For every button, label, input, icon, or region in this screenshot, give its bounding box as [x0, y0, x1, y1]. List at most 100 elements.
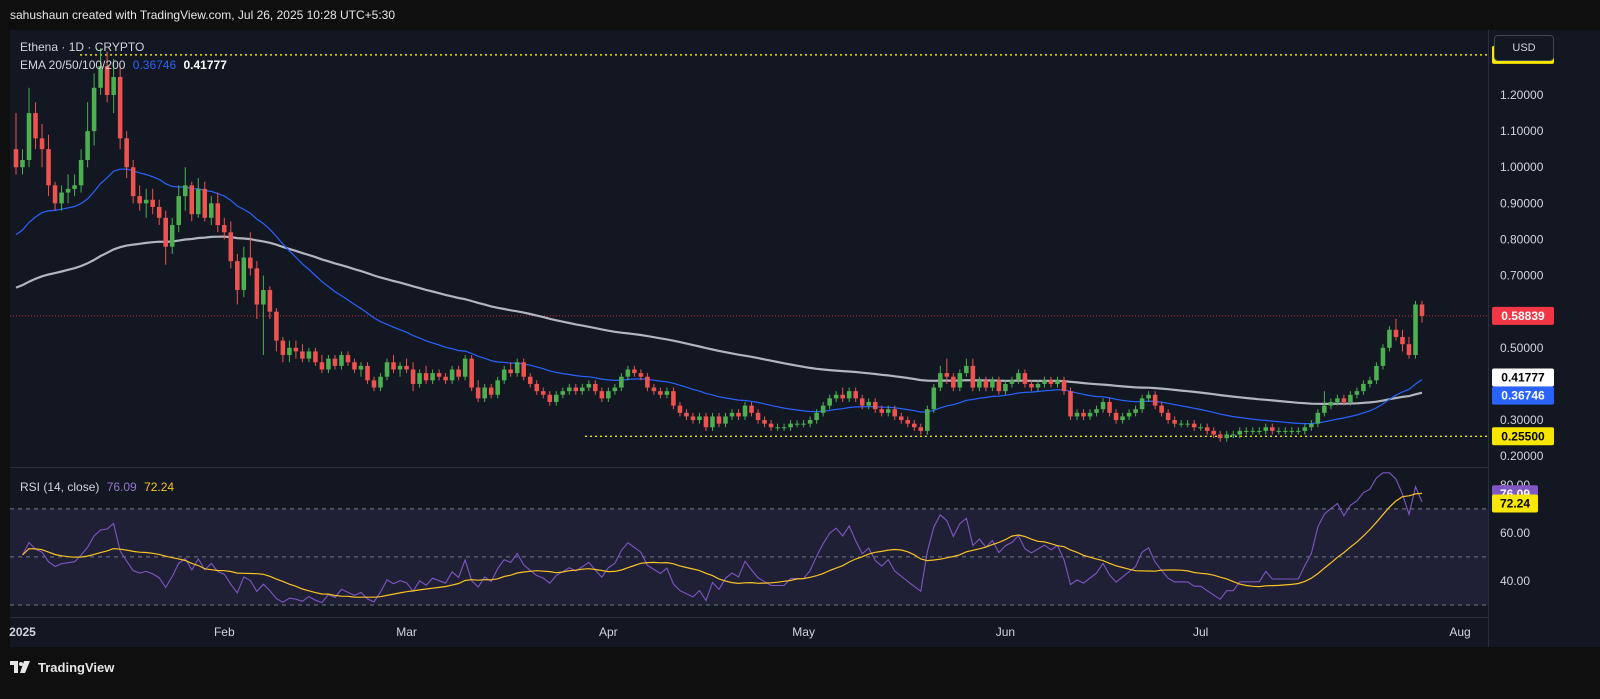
candle-body[interactable]	[703, 416, 709, 428]
candle-body[interactable]	[222, 225, 227, 233]
candle-body[interactable]	[65, 188, 71, 193]
candle-body[interactable]	[72, 185, 77, 189]
candle-body[interactable]	[1094, 409, 1099, 413]
candle-body[interactable]	[970, 365, 976, 388]
candle-body[interactable]	[944, 373, 950, 377]
candle-body[interactable]	[1061, 380, 1067, 392]
candle-body[interactable]	[827, 398, 832, 406]
candle-body[interactable]	[697, 416, 702, 421]
candle-body[interactable]	[436, 373, 442, 377]
candle-body[interactable]	[124, 138, 129, 168]
main-pane[interactable]	[10, 30, 1488, 467]
candle-body[interactable]	[638, 373, 644, 377]
candle-body[interactable]	[723, 416, 728, 424]
candle-body[interactable]	[801, 423, 806, 425]
candle-body[interactable]	[1341, 398, 1347, 402]
candle-body[interactable]	[534, 383, 540, 392]
candle-body[interactable]	[1120, 416, 1125, 421]
candle-body[interactable]	[332, 358, 338, 366]
candle-body[interactable]	[553, 394, 559, 402]
candle-body[interactable]	[1211, 430, 1216, 435]
candle-body[interactable]	[651, 387, 657, 392]
candle-body[interactable]	[384, 362, 390, 377]
candle-body[interactable]	[1419, 304, 1425, 316]
candle-body[interactable]	[990, 380, 995, 388]
candle-body[interactable]	[215, 203, 221, 226]
candle-body[interactable]	[1270, 427, 1275, 431]
candle-body[interactable]	[1283, 430, 1288, 432]
candle-body[interactable]	[1191, 423, 1197, 428]
candle-body[interactable]	[293, 347, 299, 352]
candle-body[interactable]	[931, 387, 937, 410]
candle-body[interactable]	[1165, 412, 1171, 421]
candle-body[interactable]	[1315, 412, 1321, 424]
candle-body[interactable]	[150, 199, 155, 207]
candle-body[interactable]	[20, 160, 25, 168]
candle-body[interactable]	[1361, 383, 1366, 392]
candle-body[interactable]	[195, 188, 201, 215]
candle-body[interactable]	[1296, 430, 1301, 432]
candle-body[interactable]	[241, 257, 247, 291]
candle-body[interactable]	[1224, 434, 1230, 439]
candle-body[interactable]	[1035, 383, 1041, 388]
candle-body[interactable]	[1100, 401, 1106, 410]
candle-body[interactable]	[326, 358, 331, 370]
candle-body[interactable]	[951, 376, 956, 388]
candle-body[interactable]	[339, 355, 344, 366]
candle-body[interactable]	[710, 416, 715, 428]
candle-body[interactable]	[983, 380, 989, 388]
candle-body[interactable]	[957, 373, 963, 388]
candle-body[interactable]	[1256, 430, 1262, 432]
candle-body[interactable]	[964, 365, 969, 374]
candle-body[interactable]	[540, 391, 546, 395]
candle-body[interactable]	[521, 362, 527, 377]
candle-body[interactable]	[573, 387, 579, 392]
candle-body[interactable]	[1159, 405, 1164, 413]
candle-body[interactable]	[248, 257, 253, 269]
candle-body[interactable]	[775, 427, 780, 429]
candle-body[interactable]	[684, 412, 689, 417]
candle-body[interactable]	[449, 369, 455, 381]
candle-body[interactable]	[814, 412, 819, 421]
price-axis[interactable]	[1488, 30, 1600, 647]
candle-body[interactable]	[267, 290, 273, 312]
candle-body[interactable]	[1146, 394, 1151, 399]
candle-body[interactable]	[781, 427, 787, 429]
candle-body[interactable]	[1413, 304, 1418, 356]
candle-body[interactable]	[833, 394, 839, 399]
candle-body[interactable]	[1406, 344, 1412, 356]
candle-body[interactable]	[261, 290, 266, 305]
candle-body[interactable]	[469, 358, 474, 388]
time-axis[interactable]	[10, 618, 1488, 647]
candle-body[interactable]	[1217, 434, 1223, 439]
candle-body[interactable]	[690, 416, 696, 421]
candle-body[interactable]	[137, 196, 142, 204]
candle-body[interactable]	[632, 369, 637, 374]
candle-body[interactable]	[117, 76, 123, 139]
candle-body[interactable]	[1393, 329, 1399, 337]
candle-body[interactable]	[456, 369, 461, 377]
candle-body[interactable]	[482, 387, 487, 399]
candle-body[interactable]	[1048, 380, 1054, 384]
candle-body[interactable]	[410, 369, 416, 384]
candle-body[interactable]	[658, 391, 663, 395]
candle-body[interactable]	[462, 358, 468, 377]
candle-body[interactable]	[925, 409, 930, 431]
candle-body[interactable]	[807, 420, 813, 424]
candle-body[interactable]	[104, 66, 110, 96]
candle-body[interactable]	[85, 131, 90, 161]
candle-body[interactable]	[892, 409, 898, 417]
candle-body[interactable]	[1380, 347, 1386, 366]
candle-body[interactable]	[26, 113, 32, 161]
candle-body[interactable]	[404, 365, 409, 370]
candle-body[interactable]	[1087, 412, 1093, 417]
candle-body[interactable]	[527, 376, 533, 384]
candle-body[interactable]	[163, 217, 168, 247]
candle-body[interactable]	[228, 232, 234, 262]
candle-body[interactable]	[1302, 427, 1308, 431]
candle-body[interactable]	[853, 391, 858, 399]
candle-body[interactable]	[1133, 409, 1138, 413]
candle-body[interactable]	[788, 423, 793, 428]
candle-body[interactable]	[885, 409, 891, 413]
candle-body[interactable]	[879, 409, 885, 413]
